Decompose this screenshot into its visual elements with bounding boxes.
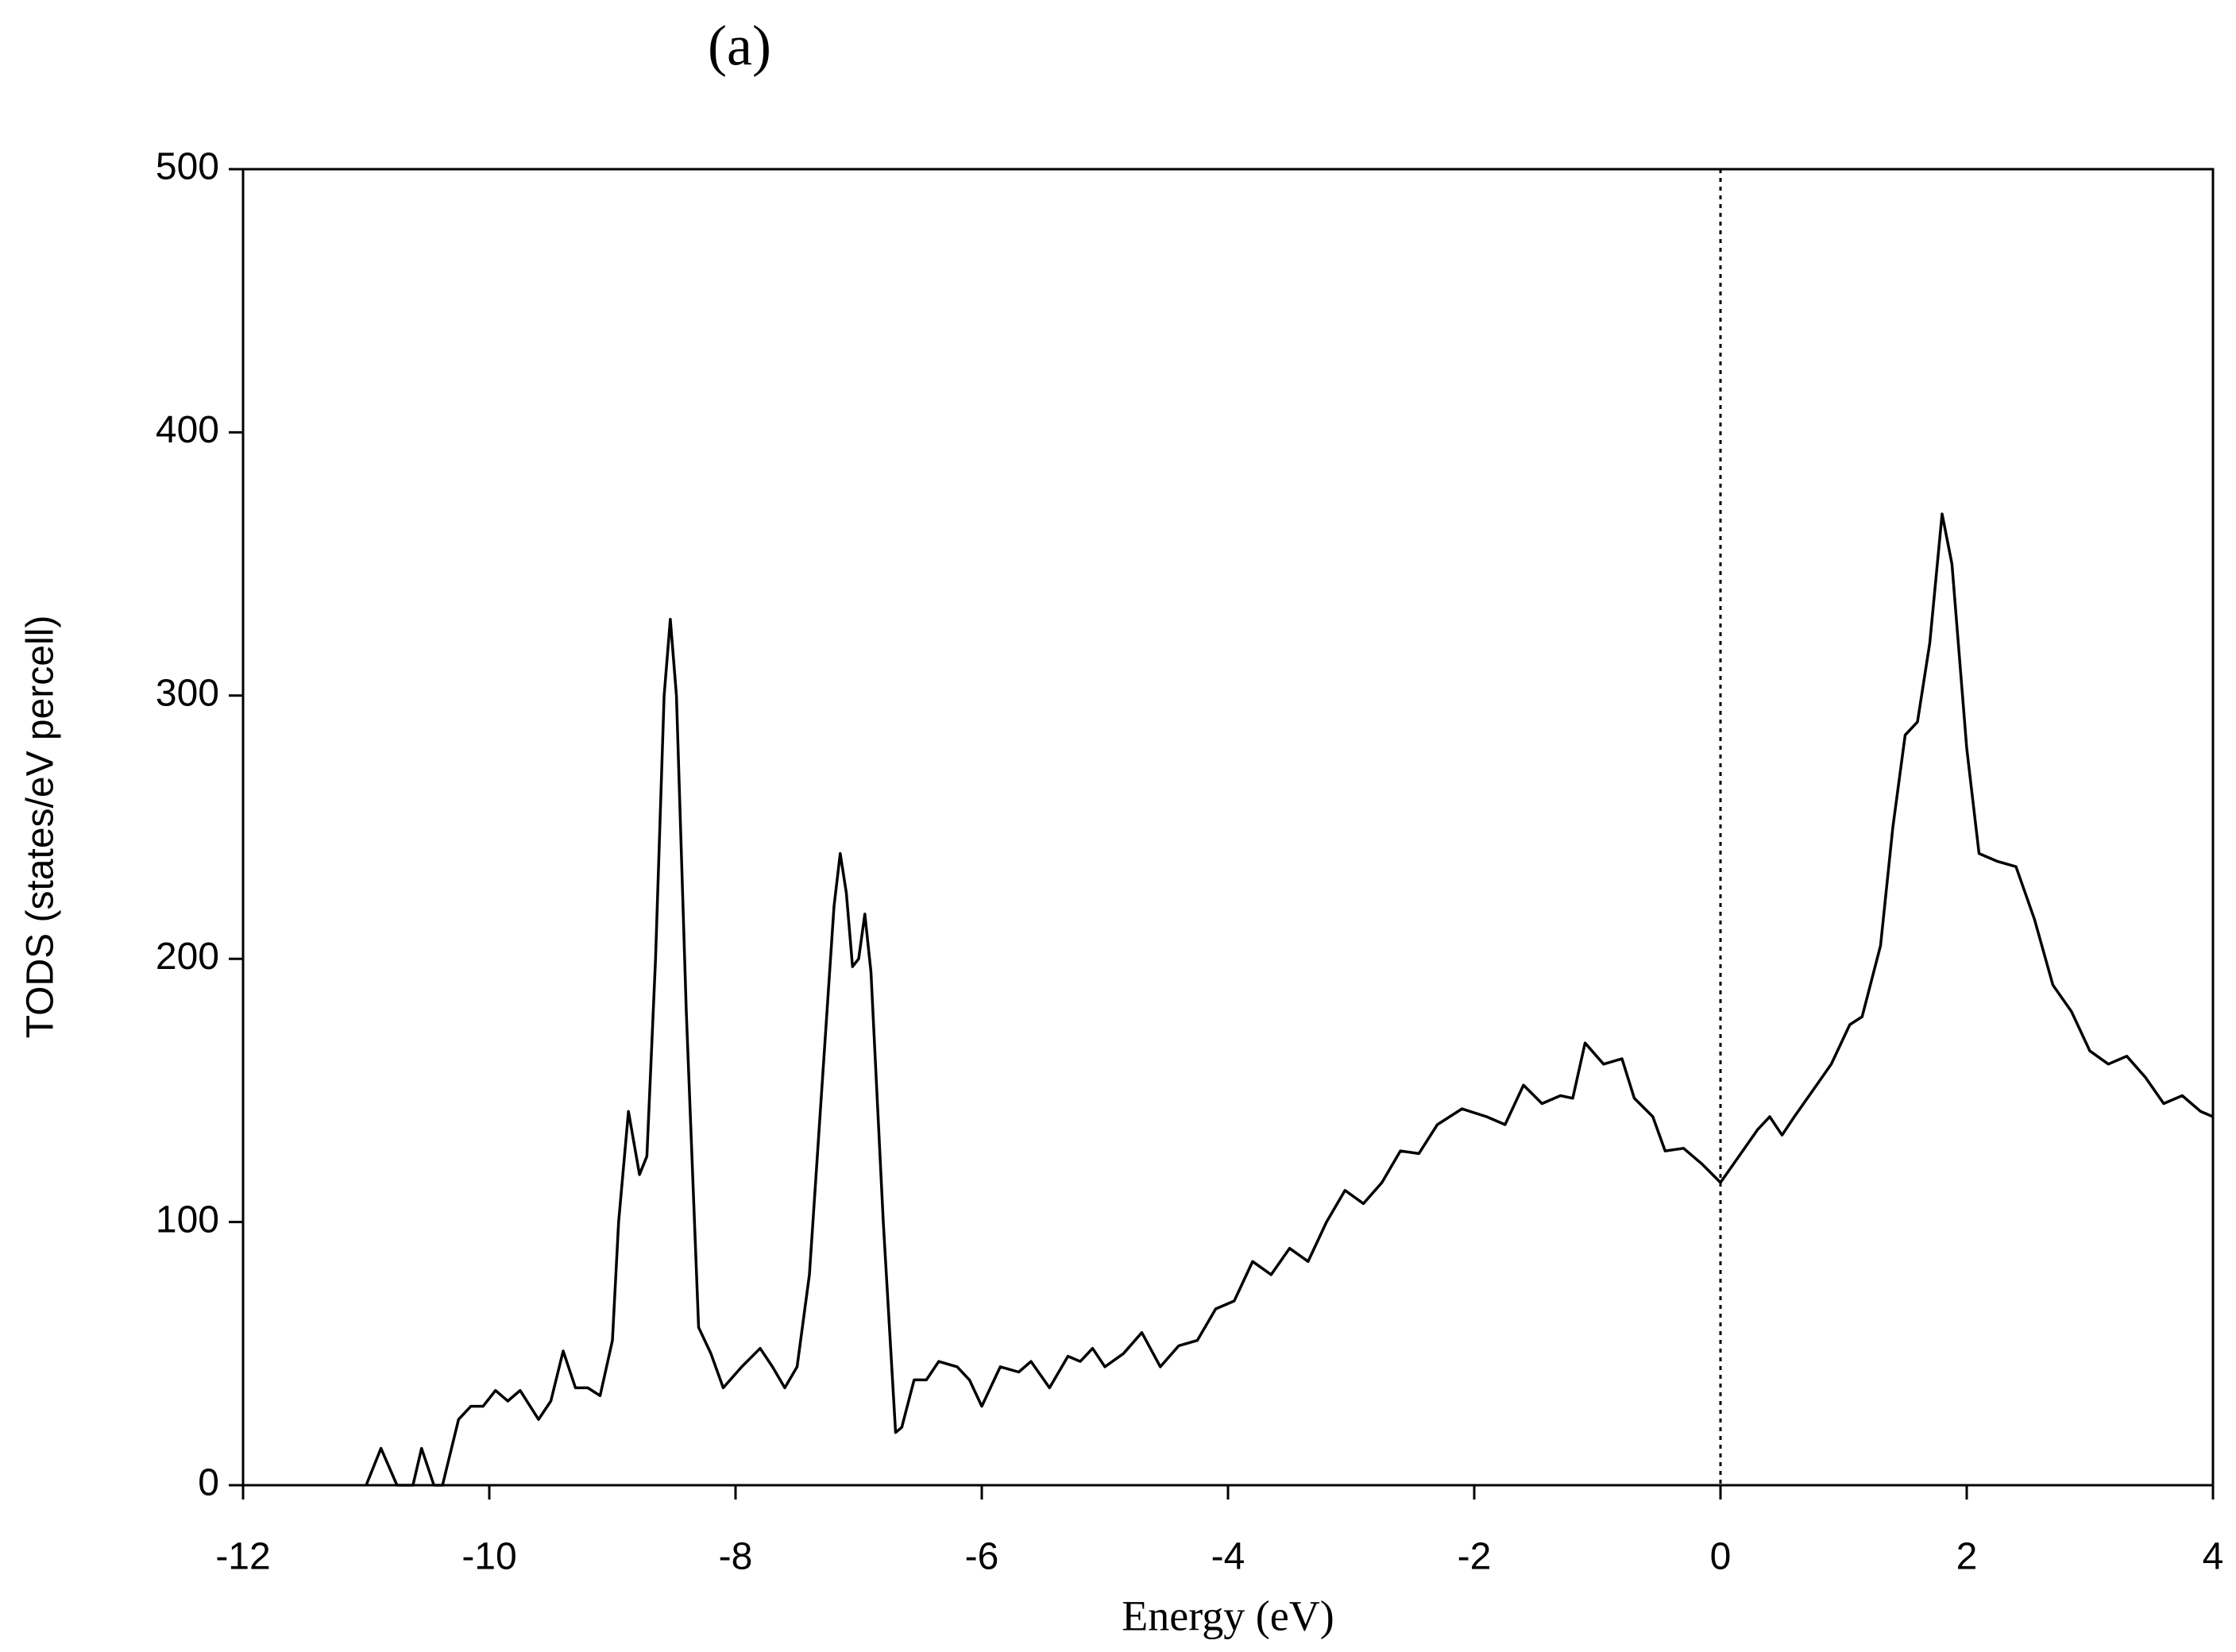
x-tick-label: 2 (1956, 1536, 1978, 1578)
y-tick-label: 100 (156, 1198, 219, 1241)
x-tick-label: -12 (215, 1536, 270, 1578)
y-tick-label: 200 (156, 936, 219, 978)
x-axis-label: Energy (eV) (1122, 1592, 1334, 1639)
x-tick-label: 0 (1710, 1536, 1732, 1578)
x-tick-label: -2 (1458, 1536, 1492, 1578)
x-tick-label: -4 (1211, 1536, 1245, 1578)
x-tick-label: -6 (965, 1536, 999, 1578)
y-tick-label: 400 (156, 409, 219, 451)
x-tick-label: -10 (461, 1536, 516, 1578)
x-tick-label: 4 (2203, 1536, 2224, 1578)
y-tick-label: 0 (198, 1462, 219, 1504)
x-tick-label: -8 (719, 1536, 753, 1578)
plot-frame (241, 168, 2215, 1487)
y-axis-label: TODS (states/eV percell) (20, 616, 62, 1039)
y-tick-label: 500 (156, 146, 219, 188)
y-tick-label: 300 (156, 672, 219, 714)
data-line (365, 512, 2214, 1487)
chart-title: (a) (708, 14, 771, 78)
